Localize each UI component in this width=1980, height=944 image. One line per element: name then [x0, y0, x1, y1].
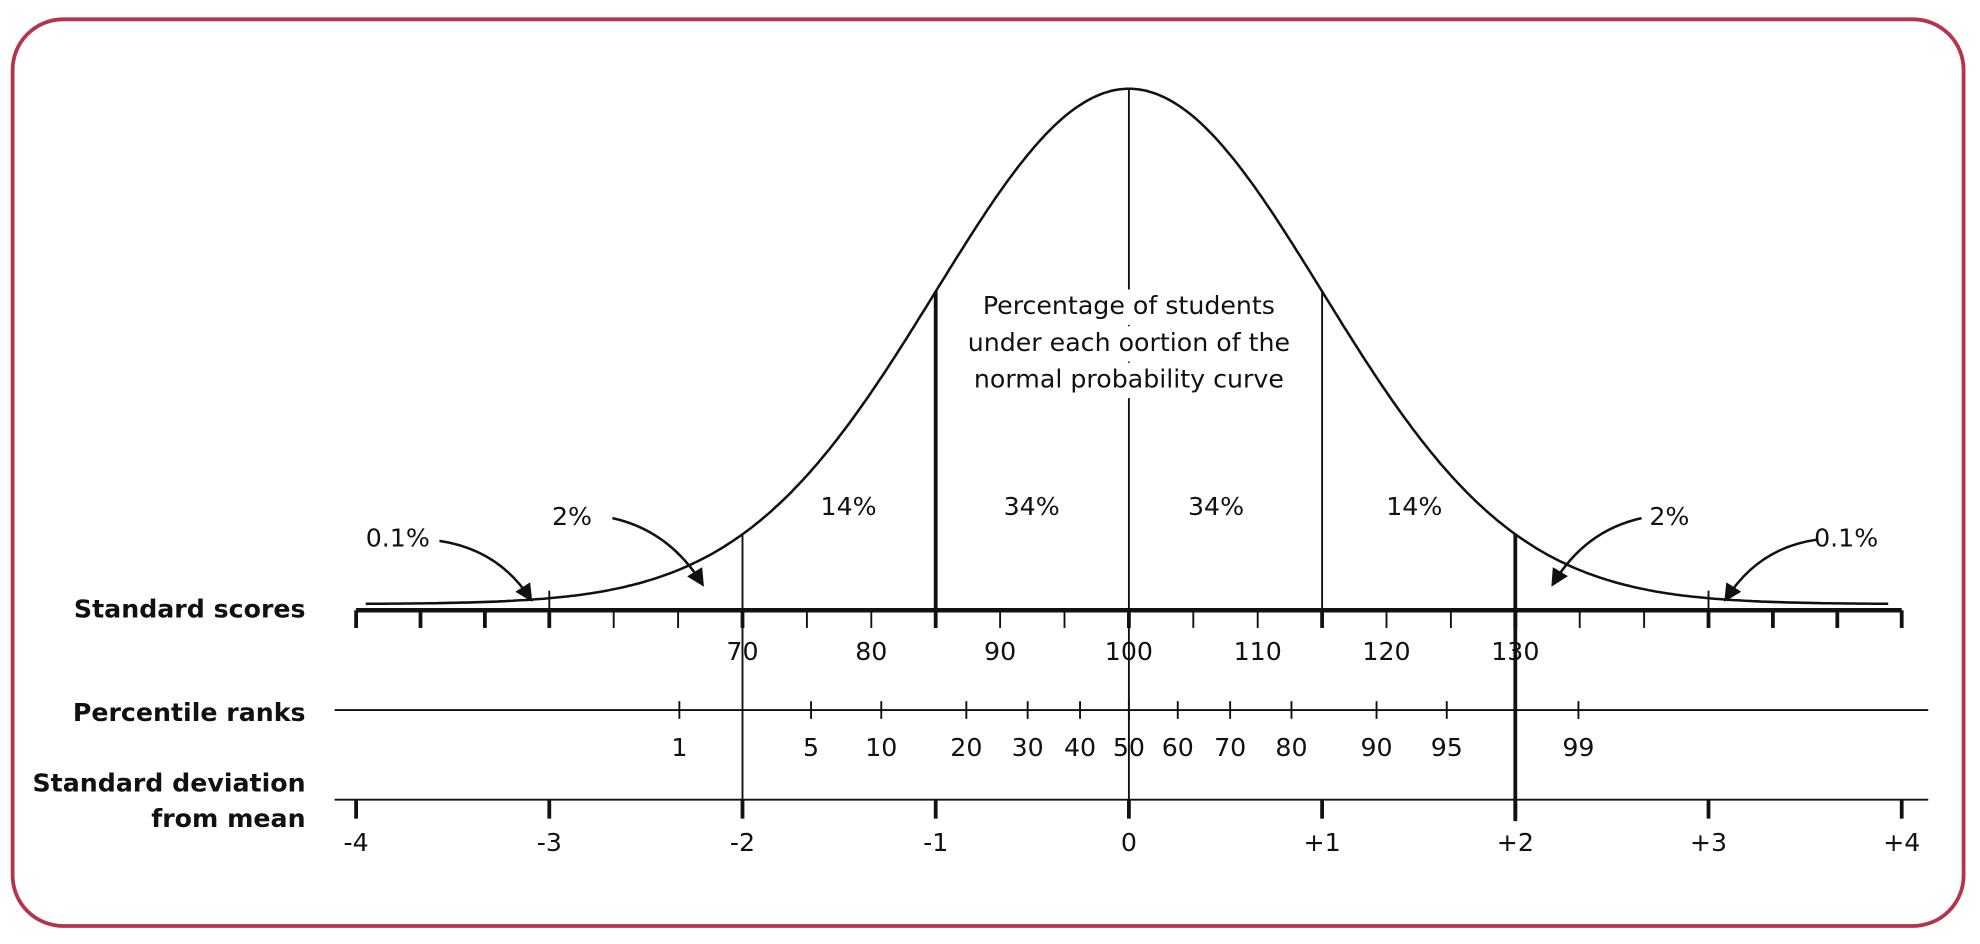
- percentile-label: 99: [1562, 733, 1594, 762]
- percentile-label: 30: [1012, 733, 1044, 762]
- row-label: Standard scores: [74, 594, 306, 623]
- content: 70 80 90 100 110 120 130 1 5 10 20 30 40 50 60 70 80 90 95…: [334, 87, 1929, 857]
- percentile-label: 80: [1275, 733, 1307, 762]
- area-label: 14%: [1386, 492, 1442, 521]
- area-label: 14%: [821, 492, 877, 521]
- area-label: 0.1%: [366, 524, 430, 553]
- arrow: [612, 516, 704, 587]
- percentile-label: 60: [1162, 733, 1194, 762]
- sd-label: -2: [730, 828, 755, 857]
- caption-bg: [944, 362, 1314, 399]
- area-label: 34%: [1004, 492, 1060, 521]
- score-label: 130: [1491, 637, 1539, 666]
- sd-label: -4: [344, 828, 369, 857]
- score-label: 110: [1234, 637, 1282, 666]
- sd-label: 0: [1121, 828, 1137, 857]
- percentile-label: 5: [803, 733, 819, 762]
- caption-bg: [944, 326, 1314, 362]
- score-label: 70: [726, 637, 758, 666]
- normal-curve: [365, 87, 1889, 605]
- percentile-label: 95: [1431, 733, 1463, 762]
- caption: under each oortion of the: [968, 328, 1290, 357]
- percentile-label: 10: [865, 733, 897, 762]
- percentile-label: 1: [671, 733, 687, 762]
- sd-label: +4: [1883, 828, 1920, 857]
- percentile-label: 70: [1214, 733, 1246, 762]
- sd-label: -3: [537, 828, 562, 857]
- area-label: 0.1%: [1814, 524, 1878, 553]
- arrow: [1724, 538, 1819, 602]
- sd-label: +3: [1690, 828, 1727, 857]
- sd-label: +1: [1303, 828, 1340, 857]
- score-label: 120: [1362, 637, 1410, 666]
- percentile-label: 20: [950, 733, 982, 762]
- percentile-label: 40: [1064, 733, 1096, 762]
- score-label: 80: [855, 637, 887, 666]
- row-label: Standard deviation: [32, 769, 305, 798]
- area-label: 2%: [1649, 502, 1689, 531]
- caption: Percentage of students: [983, 291, 1275, 320]
- frame: [10, 17, 1966, 928]
- score-label: 100: [1105, 637, 1153, 666]
- arrow: [1551, 516, 1642, 587]
- area-label: 2%: [552, 502, 592, 531]
- row-label: from mean: [151, 804, 305, 833]
- percentile-label: 90: [1360, 733, 1392, 762]
- caption: normal probability curve: [974, 364, 1284, 393]
- area-label: 34%: [1188, 492, 1244, 521]
- row-label: Percentile ranks: [73, 698, 306, 727]
- arrow: [439, 539, 533, 602]
- percentile-label: 50: [1113, 733, 1145, 762]
- sd-label: -1: [923, 828, 948, 857]
- caption-bg: [944, 289, 1314, 325]
- sd-label: +2: [1497, 828, 1534, 857]
- score-label: 90: [984, 637, 1016, 666]
